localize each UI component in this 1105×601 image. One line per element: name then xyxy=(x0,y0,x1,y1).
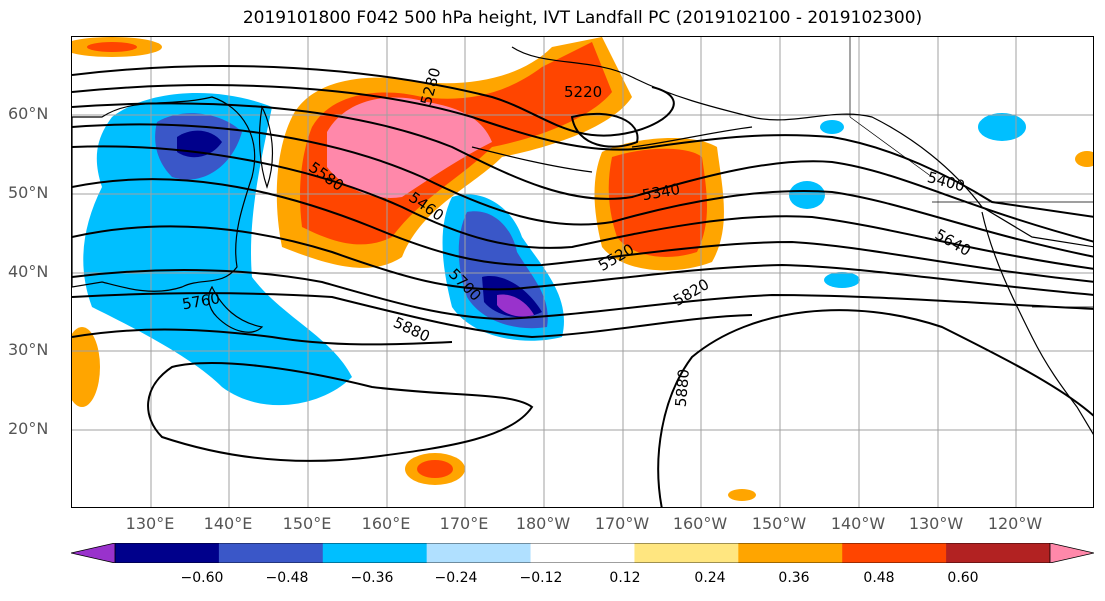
state-borders xyxy=(849,37,1093,308)
north-america-coastline xyxy=(981,211,1093,435)
colorbar-segment xyxy=(738,543,843,563)
negative-anomaly-central-max xyxy=(497,294,534,317)
colorbar-segment xyxy=(634,543,739,563)
anomaly-patch xyxy=(72,327,100,407)
colorbar-segment xyxy=(946,543,1051,563)
lon-label-170w: 170°W xyxy=(594,514,650,533)
lon-label-150e: 150°E xyxy=(282,514,332,533)
colorbar-segment xyxy=(842,543,947,563)
map-panel: 5220 5280 5340 5400 5460 5520 5580 5640 … xyxy=(71,36,1094,508)
anomaly-patch xyxy=(728,489,756,501)
lon-label-140e: 140°E xyxy=(203,514,253,533)
contour-label: 5880 xyxy=(672,368,693,408)
colorbar-tick-label: 0.60 xyxy=(947,570,979,586)
positive-anomaly-east-core xyxy=(608,148,707,257)
coastlines xyxy=(72,37,1093,435)
lon-label-140w: 140°W xyxy=(830,514,886,533)
lon-label-160w: 160°W xyxy=(672,514,728,533)
lon-label-170e: 170°E xyxy=(439,514,489,533)
colorbar-tick-label: −0.36 xyxy=(350,570,394,586)
height-contours xyxy=(72,65,1093,507)
colorbar-segments xyxy=(71,543,1094,563)
anomaly-patch xyxy=(1075,151,1093,167)
colorbar-tick-label: 0.36 xyxy=(778,570,810,586)
colorbar-extend-high xyxy=(1050,543,1094,563)
colorbar-segment xyxy=(218,543,324,563)
map-canvas: 5220 5280 5340 5400 5460 5520 5580 5640 … xyxy=(72,37,1093,507)
contour-label: 5880 xyxy=(391,313,433,345)
lon-label-130e: 130°E xyxy=(125,514,175,533)
colorbar-tick-label: 0.24 xyxy=(694,570,726,586)
colorbar-segment xyxy=(426,543,532,563)
anomaly-patch xyxy=(789,181,825,209)
japan-coastline xyxy=(208,285,264,333)
closed-contour-5880-east xyxy=(657,309,1093,507)
lat-label-40n: 40°N xyxy=(8,262,49,281)
lat-label-30n: 30°N xyxy=(8,340,49,359)
colorbar-tick-label: 0.12 xyxy=(609,570,641,586)
colorbar-tick-label: −0.48 xyxy=(265,570,309,586)
colorbar-tick-label: −0.24 xyxy=(434,570,478,586)
colorbar-tick-label: 0.48 xyxy=(863,570,895,586)
lat-label-50n: 50°N xyxy=(8,183,49,202)
lon-label-120w: 120°W xyxy=(987,514,1043,533)
colorbar-tick-label: −0.12 xyxy=(519,570,563,586)
colorbar-segment xyxy=(322,543,428,563)
closed-contour-5220 xyxy=(570,112,639,148)
colorbar-tick-label: −0.60 xyxy=(180,570,224,586)
closed-contour-5880-west xyxy=(147,362,534,462)
colorbar-extend-low xyxy=(71,543,115,563)
contour-label: 5400 xyxy=(925,168,967,195)
colorbar-segment xyxy=(530,543,635,563)
negative-anomaly-west xyxy=(83,93,353,406)
graticule xyxy=(72,37,1093,507)
anomaly-shading xyxy=(72,37,1093,501)
lat-label-60n: 60°N xyxy=(8,104,49,123)
colorbar-outline xyxy=(71,543,1094,563)
anomaly-patch xyxy=(87,42,137,52)
lon-label-160e: 160°E xyxy=(361,514,411,533)
lat-label-20n: 20°N xyxy=(8,419,49,438)
anomaly-patch xyxy=(417,460,453,478)
anomaly-patch xyxy=(820,120,844,134)
map-title: 2019101800 F042 500 hPa height, IVT Land… xyxy=(242,8,923,28)
contour-label: 5820 xyxy=(670,275,712,310)
contour-label: 5220 xyxy=(564,83,602,101)
alaska-coastline xyxy=(511,46,1093,248)
lon-label-130w: 130°W xyxy=(908,514,964,533)
lon-label-150w: 150°W xyxy=(751,514,807,533)
asia-coastline xyxy=(72,96,256,292)
anomaly-patch xyxy=(824,272,860,288)
anomaly-patch xyxy=(978,113,1026,141)
colorbar xyxy=(71,543,1094,563)
lon-label-180w: 180°W xyxy=(515,514,571,533)
colorbar-segment xyxy=(115,543,220,563)
aleutian-islands xyxy=(471,126,753,173)
